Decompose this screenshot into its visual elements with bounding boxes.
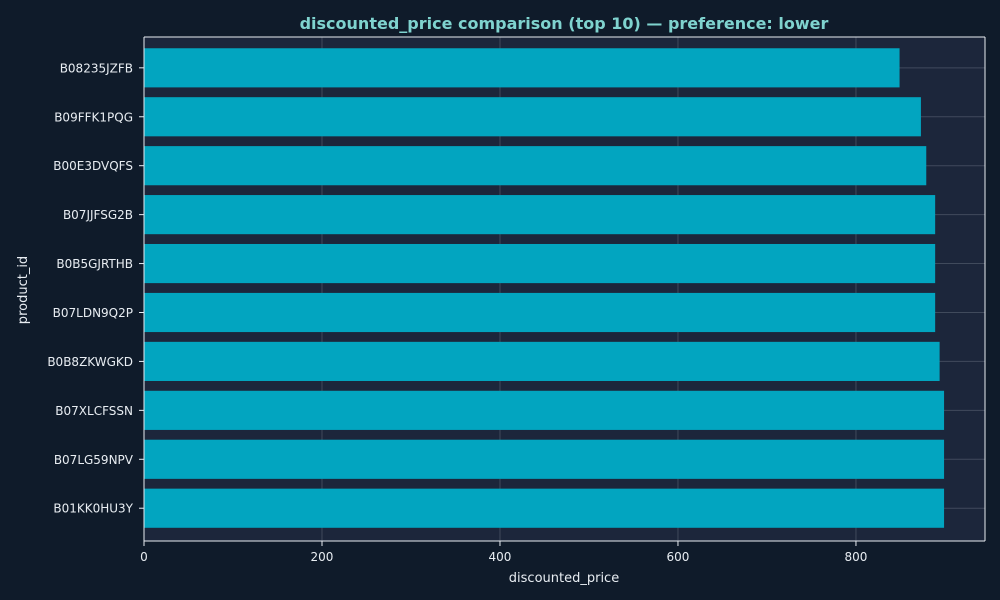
x-tick-label: 600 — [667, 550, 690, 564]
x-tick-label: 200 — [311, 550, 334, 564]
x-tick-label: 400 — [489, 550, 512, 564]
y-tick-label: B00E3DVQFS — [53, 159, 133, 173]
y-tick-label: B07XLCFSSN — [55, 404, 133, 418]
y-tick-label: B07LG59NPV — [54, 453, 134, 467]
y-tick-label: B0B5GJRTHB — [56, 257, 133, 271]
bar — [144, 341, 940, 381]
bar — [144, 195, 936, 235]
y-tick-label: B08235JZFB — [60, 61, 133, 75]
y-tick-label: B01KK0HU3Y — [53, 502, 133, 516]
x-tick-label: 0 — [140, 550, 148, 564]
bar — [144, 97, 921, 137]
bar — [144, 390, 945, 430]
y-tick-label: B07JJFSG2B — [63, 208, 133, 222]
x-tick-label: 800 — [845, 550, 868, 564]
bar — [144, 439, 945, 479]
bar — [144, 48, 900, 88]
bars — [144, 48, 945, 528]
axes: 0 200 400 600 800 B08235JZFB B09FFK1PQG B00E3DV… — [47, 36, 986, 564]
bar — [144, 292, 936, 333]
bar — [144, 146, 927, 186]
x-axis-label: discounted_price — [509, 571, 619, 586]
chart-title: discounted_price comparison (top 10) — p… — [300, 14, 829, 33]
y-axis-label: product_id — [16, 256, 31, 324]
y-tick-label: B09FFK1PQG — [54, 110, 133, 124]
y-tick-label: B07LDN9Q2P — [53, 306, 133, 320]
bar — [144, 488, 945, 528]
bar — [144, 243, 936, 284]
y-tick-label: B0B8ZKWGKD — [47, 355, 133, 369]
